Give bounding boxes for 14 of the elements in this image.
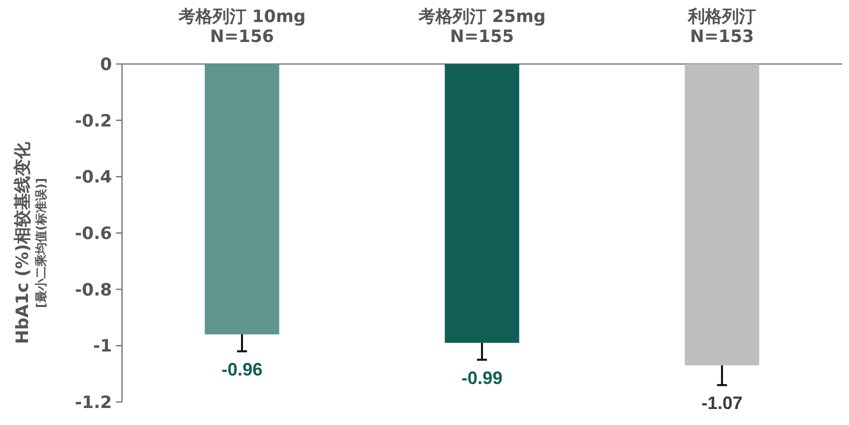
y-tick-label: -1: [93, 336, 112, 357]
data-label: -0.96: [221, 359, 263, 380]
y-axis-title: HbA1c (%)相较基线变化 [最小二乘均值(标准误)]: [13, 141, 48, 344]
y-tick-label: -0.2: [74, 111, 112, 132]
y-tick-label: -1.2: [74, 393, 112, 413]
x-tick-label: 考格列汀 25mg N=155: [417, 7, 546, 47]
y-tick-label: -0.4: [74, 168, 112, 188]
y-tick-label: 0: [100, 55, 112, 75]
y-tick-label: -0.6: [74, 224, 112, 244]
data-label: -0.99: [461, 368, 503, 388]
x-tick-label: 考格列汀 10mg N=156: [177, 7, 306, 47]
x-tick-label: 利格列汀 N=153: [687, 7, 756, 47]
data-label: -1.07: [701, 393, 743, 414]
y-tick-label: -0.8: [74, 280, 112, 300]
